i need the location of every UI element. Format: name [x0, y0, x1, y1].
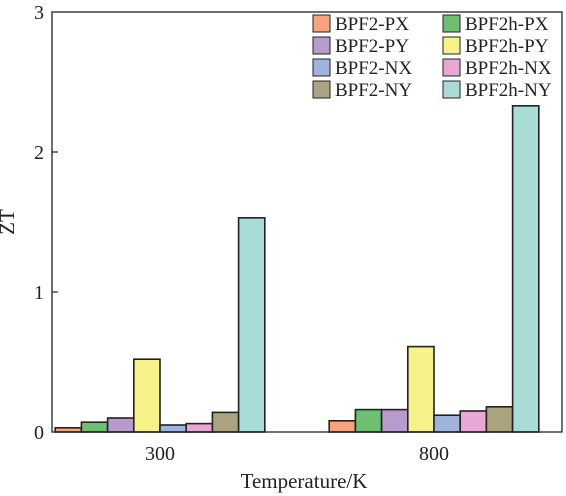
bar-bpf2-nx-800 [433, 414, 462, 433]
legend-label-bpf2h-px: BPF2h-PX [465, 14, 549, 35]
y-tick-label: 0 [34, 422, 44, 444]
legend-swatch-bpf2h-py [442, 36, 461, 55]
y-ticks: 0 1 2 3 [34, 2, 58, 444]
legend-label-bpf2-ny: BPF2-NY [335, 80, 412, 101]
y-tick-label: 2 [34, 142, 44, 164]
legend-label-bpf2-px: BPF2-PX [335, 14, 409, 35]
bar-bpf2h-py-800 [406, 345, 435, 433]
x-tick-label: 800 [419, 443, 449, 465]
bar-bpf2h-px-300 [80, 421, 109, 433]
legend-swatch-bpf2-nx [312, 58, 331, 77]
bar-bpf2h-nx-300 [185, 422, 214, 433]
y-axis-label: ZT [0, 209, 19, 235]
legend-swatch-bpf2h-nx [442, 58, 461, 77]
x-ticks: 300 800 [145, 443, 449, 465]
plot-frame [51, 11, 563, 433]
bar-bpf2h-py-300 [133, 358, 161, 433]
bar-bpf2-px-800 [328, 419, 357, 433]
bar-bpf2h-ny-800 [511, 105, 540, 433]
legend-swatch-bpf2-ny [312, 80, 331, 99]
bar-bpf2h-nx-800 [459, 410, 488, 433]
bar-bpf2h-px-800 [354, 408, 383, 433]
legend-swatch-bpf2h-ny [442, 80, 461, 99]
bar-bpf2-nx-300 [159, 424, 188, 433]
x-axis-label: Temperature/K [241, 469, 368, 493]
bar-bpf2-py-800 [380, 408, 409, 433]
bars [54, 105, 540, 433]
legend-label-bpf2h-py: BPF2h-PY [465, 36, 549, 57]
legend-swatch-bpf2-py [312, 36, 331, 55]
legend-swatch-bpf2h-px [442, 14, 461, 33]
legend-swatch-bpf2-px [312, 14, 331, 33]
y-tick-label: 1 [34, 282, 44, 304]
legend-label-bpf2h-ny: BPF2h-NY [465, 80, 552, 101]
x-tick-label: 300 [145, 443, 175, 465]
legend-label-bpf2-nx: BPF2-NX [335, 58, 412, 79]
y-tick-label: 3 [34, 2, 44, 24]
bar-bpf2h-ny-300 [237, 217, 266, 433]
legend-label-bpf2-py: BPF2-PY [335, 36, 409, 57]
bar-bpf2-py-300 [106, 417, 135, 433]
bar-bpf2-ny-300 [211, 411, 240, 433]
bar-bpf2-ny-800 [485, 405, 514, 433]
legend-label-bpf2h-nx: BPF2h-NX [465, 58, 552, 79]
